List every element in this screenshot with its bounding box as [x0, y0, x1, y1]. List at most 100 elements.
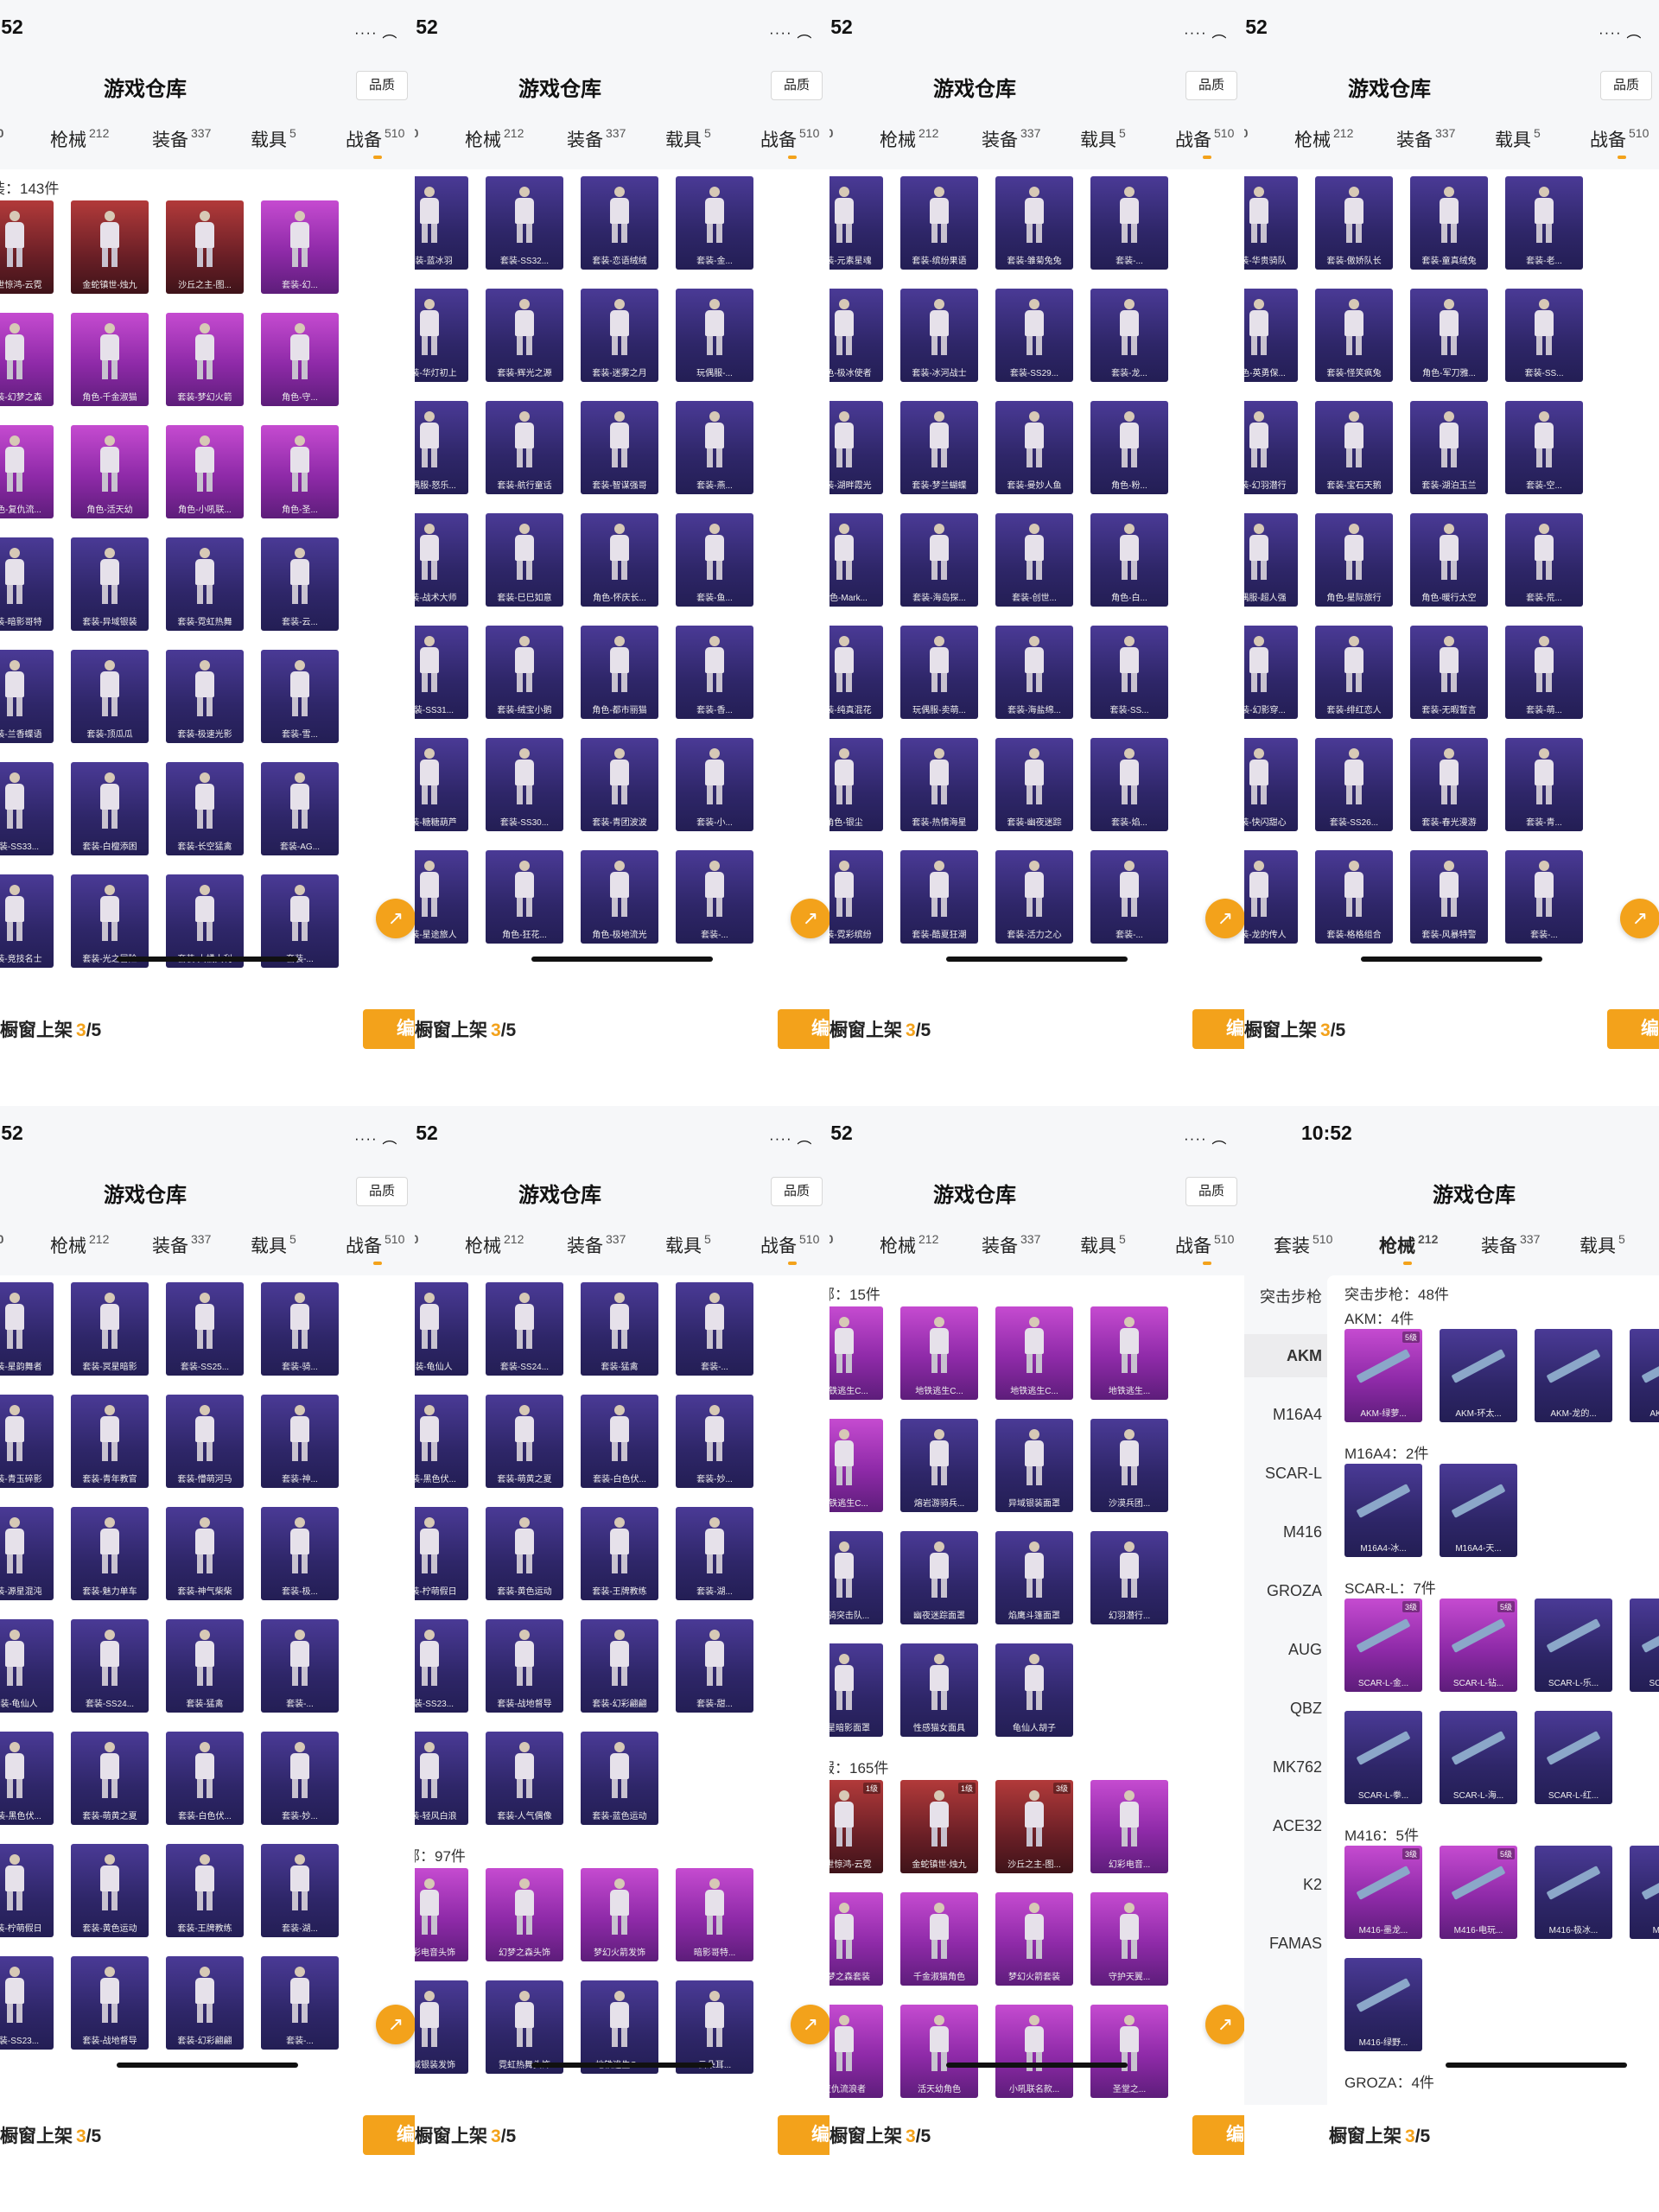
- item-card[interactable]: 角色-极地流光: [581, 850, 658, 944]
- item-card[interactable]: 套装-活力之心: [995, 850, 1073, 944]
- item-card[interactable]: 套装-青玉碎影: [0, 1395, 54, 1488]
- item-card[interactable]: 角色-活天幼: [71, 425, 149, 518]
- item-card[interactable]: 套装-...: [676, 850, 753, 944]
- item-card[interactable]: 套装-懵萌河马: [166, 1395, 244, 1488]
- sidebar-item[interactable]: M416: [1282, 1523, 1322, 1541]
- tab-3[interactable]: 载具 5: [665, 1232, 711, 1258]
- item-card[interactable]: 焰鹰斗篷面罩: [995, 1531, 1073, 1624]
- item-card[interactable]: 地铁逃生C...: [830, 1419, 883, 1512]
- item-card[interactable]: 套装-黑色伏...: [0, 1732, 54, 1825]
- item-card[interactable]: 套装-青年教官: [71, 1395, 149, 1488]
- tab-3[interactable]: 载具 5: [665, 126, 711, 152]
- item-card[interactable]: 套装-白色伏...: [581, 1395, 658, 1488]
- item-card[interactable]: 套装-宝石天鹅: [1315, 401, 1393, 494]
- tab-3[interactable]: 载具 5: [1580, 1232, 1625, 1258]
- item-card[interactable]: 套装-冰河战士: [900, 289, 978, 382]
- tab-2[interactable]: 装备 337: [152, 1232, 211, 1258]
- item-card[interactable]: 套装-黄色运动: [486, 1507, 563, 1600]
- item-card[interactable]: 套装-竞技名士: [0, 874, 54, 968]
- item-card[interactable]: 幻彩电音头饰: [415, 1868, 468, 1961]
- quality-filter-button[interactable]: 品质: [356, 71, 408, 100]
- item-card[interactable]: 套装-霓彩缤纷: [830, 850, 883, 944]
- sidebar-item[interactable]: GROZA: [1266, 1582, 1322, 1599]
- item-card[interactable]: 冥星暗影面罩: [830, 1643, 883, 1737]
- item-card[interactable]: 套装-萌黄之夏: [71, 1732, 149, 1825]
- item-card[interactable]: 云朵耳...: [676, 1980, 753, 2074]
- item-card[interactable]: M16A4-天...: [1440, 1464, 1517, 1557]
- sidebar-item[interactable]: AUG: [1287, 1641, 1322, 1658]
- quality-filter-button[interactable]: 品质: [1185, 1177, 1237, 1206]
- item-card[interactable]: 套装-梦兰蝴蝶: [900, 401, 978, 494]
- item-card[interactable]: 角色-圣...: [261, 425, 339, 518]
- item-card[interactable]: 套装-星韵舞者: [0, 1282, 54, 1376]
- item-card[interactable]: 套装-神气柴柴: [166, 1507, 244, 1600]
- item-card[interactable]: 套装-龟仙人: [415, 1282, 468, 1376]
- item-card[interactable]: 套装-幻梦之森: [0, 313, 54, 406]
- item-card[interactable]: 龟仙人胡子: [995, 1643, 1073, 1737]
- item-card[interactable]: 套装-星途旅人: [415, 850, 468, 944]
- item-card[interactable]: 套装-龙的传人: [1244, 850, 1298, 944]
- tab-4[interactable]: 战备 510: [760, 126, 819, 152]
- item-card[interactable]: 套装-华灯初上: [415, 289, 468, 382]
- item-card[interactable]: 套装-战地督导: [71, 1956, 149, 2050]
- item-card[interactable]: 套装-白色伏...: [166, 1732, 244, 1825]
- item-card[interactable]: 3级 SCAR-L-金...: [1344, 1599, 1422, 1692]
- item-card[interactable]: 幻梦之森套装: [830, 1892, 883, 1986]
- item-card[interactable]: 幻梦之森头饰: [486, 1868, 563, 1961]
- item-card[interactable]: 活天幼角色: [900, 2005, 978, 2098]
- item-card[interactable]: 套装-骑...: [261, 1282, 339, 1376]
- item-card[interactable]: 套装-湖泊玉兰: [1410, 401, 1488, 494]
- item-card[interactable]: 套装-SS25...: [166, 1282, 244, 1376]
- tab-2[interactable]: 装备 337: [1396, 126, 1455, 152]
- quality-filter-button[interactable]: 品质: [771, 71, 823, 100]
- item-card[interactable]: 角色-暖行太空: [1410, 513, 1488, 607]
- item-card[interactable]: 套装-人气偶像: [486, 1732, 563, 1825]
- tab-1[interactable]: 枪械 212: [880, 126, 938, 152]
- item-card[interactable]: 角色-Mark...: [830, 513, 883, 607]
- tab-2[interactable]: 装备 337: [567, 126, 626, 152]
- item-card[interactable]: 套装-酷夏狂潮: [900, 850, 978, 944]
- item-card[interactable]: 套装-SS26...: [1315, 738, 1393, 831]
- share-button[interactable]: ↗: [1205, 899, 1244, 938]
- item-card[interactable]: 套装-傲娇队长: [1315, 176, 1393, 270]
- tab-1[interactable]: 枪械 212: [50, 126, 109, 152]
- item-card[interactable]: 套装-老...: [1505, 176, 1583, 270]
- item-card[interactable]: 套装-辉光之源: [486, 289, 563, 382]
- item-card[interactable]: 套装-海盐绵...: [995, 626, 1073, 719]
- item-card[interactable]: 套装-创世...: [995, 513, 1073, 607]
- item-card[interactable]: 套装-冥星暗影: [71, 1282, 149, 1376]
- item-card[interactable]: 套装-AG...: [261, 762, 339, 855]
- tab-3[interactable]: 载具 5: [1495, 126, 1541, 152]
- item-card[interactable]: 套装-幻彩翩翩: [581, 1619, 658, 1713]
- item-card[interactable]: 套装-湖...: [676, 1507, 753, 1600]
- item-card[interactable]: 套装-怪笑疯兔: [1315, 289, 1393, 382]
- sidebar-item[interactable]: FAMAS: [1268, 1935, 1322, 1952]
- item-card[interactable]: 霓虹热舞头饰: [486, 1980, 563, 2074]
- item-card[interactable]: 套装-龙...: [1090, 289, 1168, 382]
- item-card[interactable]: 盛世惊鸿-云霓: [0, 200, 54, 294]
- item-card[interactable]: 复仇流浪者: [830, 2005, 883, 2098]
- item-card[interactable]: 套装-王牌教练: [581, 1507, 658, 1600]
- quality-filter-button[interactable]: 品质: [356, 1177, 408, 1206]
- item-card[interactable]: 套装-神...: [261, 1395, 339, 1488]
- item-card[interactable]: 圣堂之...: [1090, 2005, 1168, 2098]
- item-card[interactable]: 幻羽潜行...: [1090, 1531, 1168, 1624]
- item-card[interactable]: 套装-萌...: [1505, 626, 1583, 719]
- quality-filter-button[interactable]: 品质: [1185, 71, 1237, 100]
- item-card[interactable]: 套装-SS23...: [415, 1619, 468, 1713]
- item-card[interactable]: 套装-风暴特警: [1410, 850, 1488, 944]
- item-card[interactable]: 地铁逃生C...: [581, 1980, 658, 2074]
- item-card[interactable]: 套装-航行童话: [486, 401, 563, 494]
- item-card[interactable]: 套装-长空猛禽: [166, 762, 244, 855]
- item-card[interactable]: 套装-柠萌假日: [415, 1507, 468, 1600]
- item-card[interactable]: 角色-守...: [261, 313, 339, 406]
- item-card[interactable]: M416-绿野...: [1344, 1958, 1422, 2051]
- item-card[interactable]: 套装-魅力单车: [71, 1507, 149, 1600]
- item-card[interactable]: 套装-绯红恋人: [1315, 626, 1393, 719]
- item-card[interactable]: 角色-军刀雅...: [1410, 289, 1488, 382]
- item-card[interactable]: 角色-英勇保...: [1244, 289, 1298, 382]
- item-card[interactable]: 套装-轻风白浪: [415, 1732, 468, 1825]
